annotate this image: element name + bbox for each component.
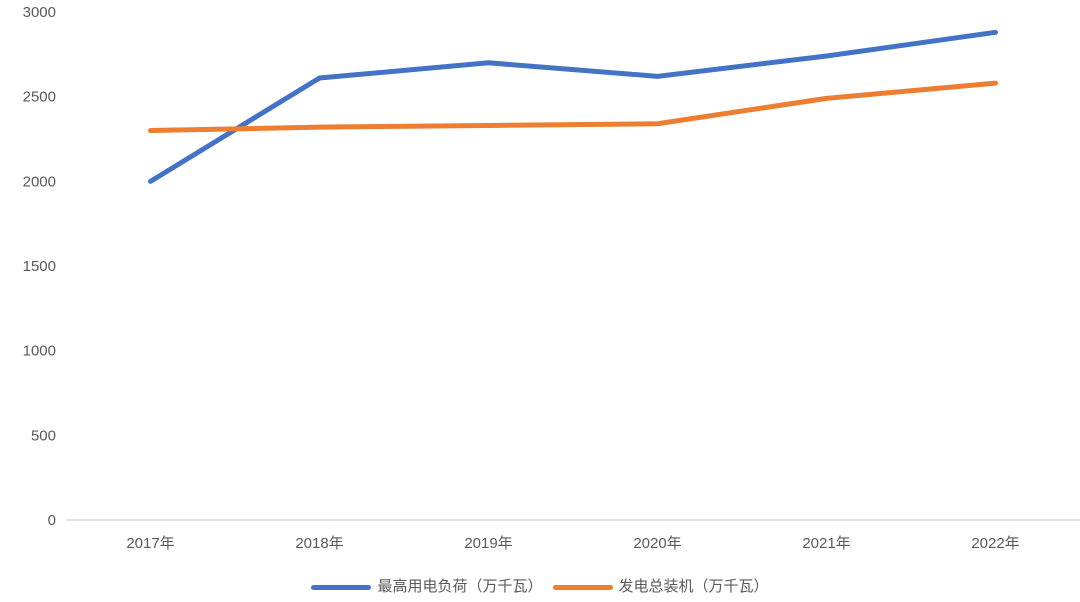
legend-item-series-1: 发电总装机（万千瓦） <box>552 578 769 596</box>
y-axis-tick-label: 0 <box>48 512 56 529</box>
y-axis-tick-label: 1500 <box>23 258 56 275</box>
plot-area: 0 500 1000 1500 2000 2500 3000 2017年 2018年 2019年 2… <box>23 4 1080 552</box>
x-axis-tick-label: 2018年 <box>295 535 343 552</box>
series-line-0 <box>148 29 998 184</box>
x-axis-tick-label: 2017年 <box>126 535 174 552</box>
chart-legend: 最高用电负荷（万千瓦） 发电总装机（万千瓦） <box>0 578 1080 596</box>
y-axis-tick-label: 2000 <box>23 173 56 190</box>
x-axis-tick-label: 2022年 <box>971 535 1019 552</box>
legend-label: 最高用电负荷（万千瓦） <box>377 578 543 595</box>
y-axis-tick-label: 1000 <box>23 343 56 360</box>
legend-item-series-0: 最高用电负荷（万千瓦） <box>311 578 543 596</box>
x-axis-tick-label: 2021年 <box>802 535 850 552</box>
legend-line-swatch-blue <box>311 584 372 590</box>
x-axis-tick-label: 2020年 <box>633 535 681 552</box>
y-axis-tick-label: 500 <box>31 427 56 444</box>
legend-line-swatch-orange <box>552 584 613 590</box>
legend-label: 发电总装机（万千瓦） <box>618 578 769 595</box>
series-line-1 <box>148 80 998 134</box>
y-axis-tick-label: 2500 <box>23 89 56 106</box>
x-axis-tick-label: 2019年 <box>464 535 512 552</box>
y-axis-tick-label: 3000 <box>23 4 56 21</box>
